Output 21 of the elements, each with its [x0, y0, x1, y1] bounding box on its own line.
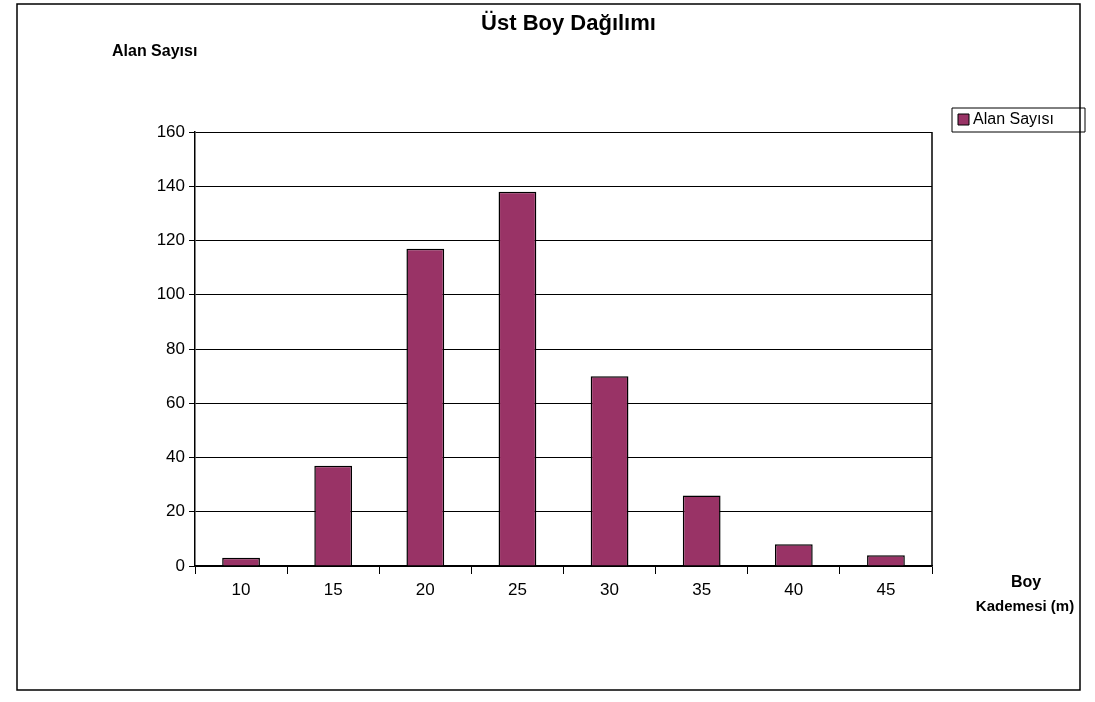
y-tick-label: 20 [166, 501, 185, 521]
chart-title: Üst Boy Dağılımı [481, 10, 656, 36]
y-axis-title: Alan Sayısı [112, 42, 198, 60]
y-tick-label: 120 [156, 230, 185, 250]
x-tick-label: 20 [415, 579, 435, 599]
legend-label: Alan Sayısı [973, 110, 1054, 128]
x-axis-title: Boy Kademesi (m) [975, 573, 1075, 615]
y-tick-label: 160 [156, 121, 185, 141]
y-tick-label: 140 [156, 175, 185, 195]
x-tick-label: 35 [692, 579, 712, 599]
x-tick-label: 30 [600, 579, 620, 599]
y-tick-label: 60 [166, 392, 185, 412]
x-tick-label: 40 [784, 579, 804, 599]
x-tick-label: 15 [323, 579, 343, 599]
y-tick-label: 0 [175, 555, 185, 575]
x-tick-label: 25 [507, 579, 527, 599]
y-tick-label: 100 [156, 284, 185, 304]
y-tick-label: 40 [166, 447, 185, 467]
x-tick-label: 45 [876, 579, 896, 599]
x-tick-label: 10 [231, 579, 251, 599]
y-tick-label: 80 [166, 338, 185, 358]
